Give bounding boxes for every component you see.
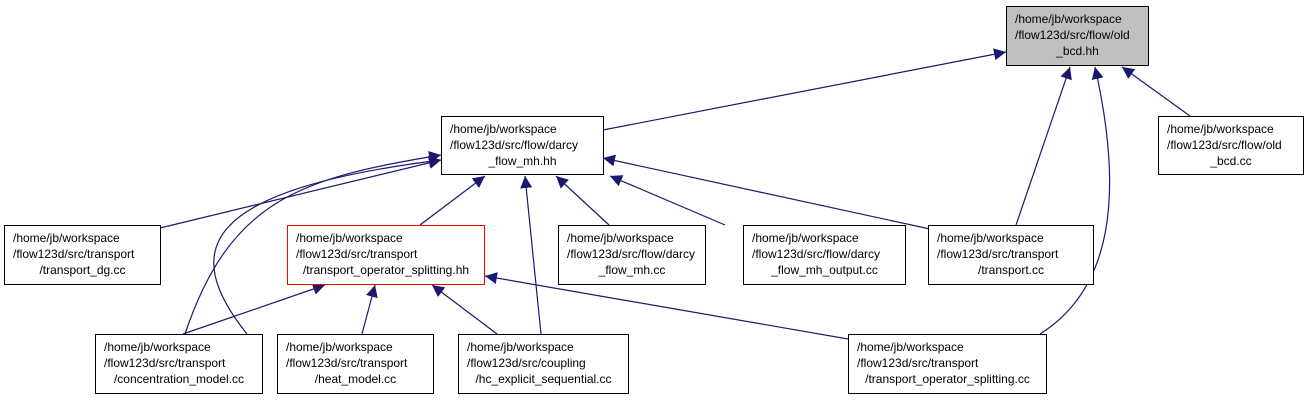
node-label-line: _bcd.cc — [1209, 154, 1251, 168]
edge-darcy_flow_mh_hh-to-old_bcd_hh — [602, 48, 1007, 131]
node-old-bcd-cc[interactable]: /home/jb/workspace/flow123d/src/flow/old… — [1158, 116, 1304, 175]
node-transport-cc[interactable]: /home/jb/workspace/flow123d/src/transpor… — [928, 225, 1094, 285]
edge-darcy_flow_mh_output_cc-to-darcy_flow_mh_hh — [609, 175, 726, 226]
node-label-line: /home/jb/workspace — [104, 340, 211, 354]
edge-darcy_flow_mh_cc-to-darcy_flow_mh_hh — [555, 175, 610, 226]
edge-transport_operator_splitting_hh-to-darcy_flow_mh_hh — [419, 175, 486, 226]
node-label-line: /home/jb/workspace — [296, 231, 403, 245]
node-box — [558, 225, 706, 285]
node-label-line: /home/jb/workspace — [1015, 12, 1122, 26]
node-label-line: /flow123d/src/flow/darcy — [567, 247, 695, 261]
node-label-line: /home/jb/workspace — [857, 340, 964, 354]
edge-hc_explicit_sequential_cc-to-darcy_flow_mh_hh — [520, 175, 542, 335]
node-label-line: _flow_mh.cc — [598, 263, 666, 277]
node-box — [458, 334, 629, 394]
node-label-line: /flow123d/src/transport — [104, 356, 226, 370]
node-box — [743, 225, 906, 285]
node-box — [441, 116, 604, 175]
edge-transport_operator_splitting_cc-to-transport_operator_splitting_hh — [484, 272, 849, 340]
node-box — [4, 225, 161, 285]
node-box — [1006, 6, 1149, 66]
node-label-line: /flow123d/src/transport — [857, 356, 979, 370]
node-label-line: /home/jb/workspace — [1167, 122, 1274, 136]
node-transport-dg-cc[interactable]: /home/jb/workspace/flow123d/src/transpor… — [4, 225, 161, 285]
node-concentration-model-cc[interactable]: /home/jb/workspace/flow123d/src/transpor… — [95, 334, 263, 394]
node-label-line: /heat_model.cc — [315, 372, 396, 386]
node-label-line: /home/jb/workspace — [286, 340, 393, 354]
node-old-bcd-hh[interactable]: /home/jb/workspace/flow123d/src/flow/old… — [1006, 6, 1149, 66]
node-label-line: /home/jb/workspace — [752, 231, 859, 245]
node-label-line: /flow123d/src/transport — [286, 356, 408, 370]
node-darcy-flow-mh-output-cc[interactable]: /home/jb/workspace/flow123d/src/flow/dar… — [743, 225, 906, 285]
edge-transport_cc-to-darcy_flow_mh_hh — [602, 154, 931, 230]
node-label-line: _flow_mh.hh — [487, 154, 556, 168]
node-label-line: /home/jb/workspace — [13, 231, 120, 245]
edge-hc_explicit_sequential_cc-to-transport_operator_splitting_hh — [431, 284, 498, 335]
edge-old_bcd_cc-to-old_bcd_hh — [1121, 66, 1191, 117]
node-label-line: /hc_explicit_sequential.cc — [475, 372, 611, 386]
node-label-line: /home/jb/workspace — [567, 231, 674, 245]
node-darcy-flow-mh-hh[interactable]: /home/jb/workspace/flow123d/src/flow/dar… — [441, 116, 604, 175]
node-label-line: /concentration_model.cc — [114, 372, 244, 386]
node-label-line: /home/jb/workspace — [937, 231, 1044, 245]
node-box — [848, 334, 1047, 394]
node-label-line: /transport.cc — [978, 263, 1044, 277]
node-label-line: _flow_mh_output.cc — [770, 263, 878, 277]
edge-transport_cc-to-old_bcd_hh — [1015, 66, 1072, 226]
node-label-line: /transport_operator_splitting.hh — [303, 263, 469, 277]
node-label-line: /flow123d/src/transport — [937, 247, 1059, 261]
node-label-line: /flow123d/src/transport — [13, 247, 135, 261]
edge-transport_dg_cc-to-darcy_flow_mh_hh — [159, 156, 442, 229]
node-box — [928, 225, 1094, 285]
node-label-line: /transport_dg.cc — [39, 263, 125, 277]
node-label-line: /flow123d/src/flow/old — [1015, 28, 1130, 42]
node-label-line: _bcd.hh — [1055, 44, 1099, 58]
node-hc-explicit-sequential-cc[interactable]: /home/jb/workspace/flow123d/src/coupling… — [458, 334, 629, 394]
edge-concentration_model_cc-to-transport_operator_splitting_hh — [182, 283, 326, 335]
node-label-line: /transport_operator_splitting.cc — [865, 372, 1030, 386]
node-label-line: /home/jb/workspace — [467, 340, 574, 354]
node-label-line: /flow123d/src/transport — [296, 247, 418, 261]
node-transport-operator-splitting-cc[interactable]: /home/jb/workspace/flow123d/src/transpor… — [848, 334, 1047, 394]
node-box — [95, 334, 263, 394]
node-box — [1158, 116, 1304, 175]
node-box — [287, 225, 485, 285]
node-darcy-flow-mh-cc[interactable]: /home/jb/workspace/flow123d/src/flow/dar… — [558, 225, 706, 285]
node-label-line: /home/jb/workspace — [450, 122, 557, 136]
node-transport-operator-splitting-hh[interactable]: /home/jb/workspace/flow123d/src/transpor… — [287, 225, 485, 285]
edge-heat_model_cc-to-transport_operator_splitting_hh — [361, 284, 378, 335]
node-heat-model-cc[interactable]: /home/jb/workspace/flow123d/src/transpor… — [277, 334, 434, 394]
edge-heat_model_cc-to-darcy_flow_mh_hh — [213, 155, 442, 335]
node-label-line: /flow123d/src/flow/darcy — [450, 138, 578, 152]
node-box — [277, 334, 434, 394]
node-label-line: /flow123d/src/flow/old — [1167, 138, 1282, 152]
node-label-line: /flow123d/src/coupling — [467, 356, 586, 370]
edge-transport_operator_splitting_cc-to-old_bcd_hh — [1039, 66, 1111, 335]
node-label-line: /flow123d/src/flow/darcy — [752, 247, 880, 261]
edge-concentration_model_cc-to-darcy_flow_mh_hh — [184, 151, 442, 335]
